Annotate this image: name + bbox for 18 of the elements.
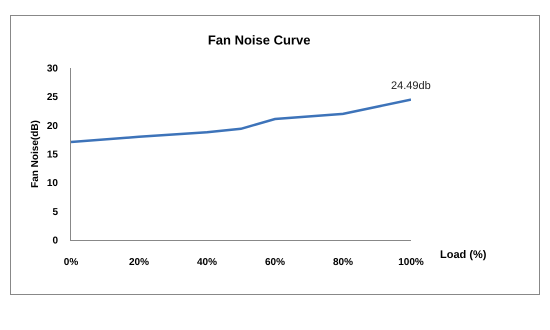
y-tick-label: 30 [46,64,58,74]
y-axis-title: Fan Noise(dB) [30,120,41,188]
annotation: 24.49db [391,80,431,92]
x-tick-label: 80% [332,257,354,268]
y-tick-label: 5 [52,206,58,218]
y-tick-label: 25 [46,92,58,104]
x-tick-label: 40% [196,257,218,268]
y-tick-label: 0 [52,236,58,246]
chart-title: Fan Noise Curve [208,32,310,48]
y-tick-label: 15 [46,150,58,160]
x-tick-label: 20% [128,257,150,268]
y-tick-label: 20 [46,120,58,132]
x-tick-label: 0% [64,257,78,268]
x-axis-title: Load (%) [440,249,487,261]
x-tick-label: 60% [264,257,286,268]
y-tick-label: 10 [46,178,58,190]
x-tick-label: 100% [398,257,424,268]
line-series [71,98,411,144]
